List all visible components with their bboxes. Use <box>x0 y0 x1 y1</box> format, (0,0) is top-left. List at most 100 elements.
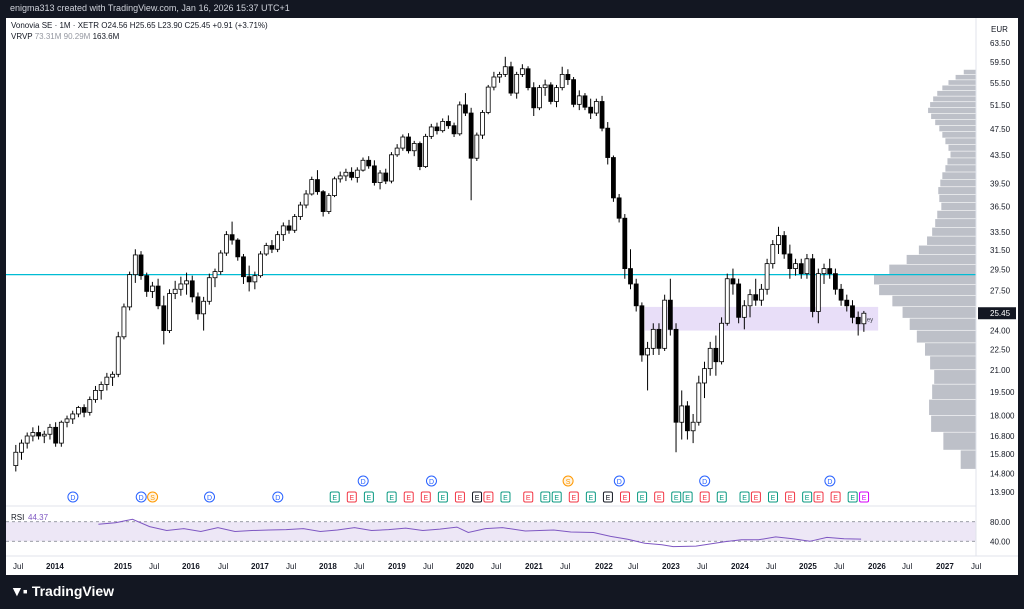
candle-up <box>423 135 429 167</box>
earnings-marker[interactable] <box>813 491 824 503</box>
volume-bin <box>943 432 976 450</box>
candle-down <box>161 305 167 331</box>
earnings-marker[interactable] <box>472 491 483 503</box>
candle-down <box>855 316 861 325</box>
event-marker-glyph: D <box>827 479 832 486</box>
candle-down <box>508 66 514 94</box>
earnings-marker[interactable] <box>716 491 727 503</box>
dividend-marker[interactable] <box>204 491 216 503</box>
earnings-marker[interactable] <box>437 491 448 503</box>
earnings-marker[interactable] <box>454 491 465 503</box>
candle-down <box>611 157 616 199</box>
price-axis[interactable]: EUR 63.50 59.50 55.50 51.50 47.50 43.50 39.50 3… <box>975 18 1016 556</box>
volume-bin <box>939 194 976 203</box>
dividend-marker[interactable] <box>425 475 437 487</box>
events-layer[interactable]: D D S D D DD D S D D E E E E E E E E E E E E E E E E E E E E E E E E E E E E E… <box>67 475 870 503</box>
candle-up <box>645 347 650 356</box>
earnings-marker[interactable] <box>750 491 761 503</box>
earnings-marker[interactable] <box>346 491 357 503</box>
price-tick-label: 29.50 <box>990 266 1011 275</box>
earnings-marker[interactable] <box>699 491 710 503</box>
earnings-marker[interactable] <box>637 491 648 503</box>
earnings-marker[interactable] <box>739 491 750 503</box>
dividend-marker[interactable] <box>272 491 284 503</box>
credit-text: enigma313 created with TradingView.com, … <box>10 3 290 13</box>
split-marker[interactable] <box>147 491 159 503</box>
symbol-legend[interactable]: Vonovia SE · 1M · XETR O24.56 H25.65 L23… <box>11 21 268 30</box>
candle-up <box>679 405 685 423</box>
candle-up <box>759 288 764 301</box>
volume-bin <box>930 356 976 370</box>
dividend-marker[interactable] <box>357 475 369 487</box>
candle-up <box>280 225 286 236</box>
earnings-marker[interactable] <box>386 491 397 503</box>
chart-area[interactable]: Vonovia SE · 1M · XETR O24.56 H25.65 L23… <box>6 18 1018 575</box>
volume-bin <box>935 119 976 126</box>
event-marker-glyph: E <box>742 495 747 502</box>
time-tick-label: Jul <box>971 562 981 571</box>
earnings-marker[interactable] <box>500 491 511 503</box>
volume-bin <box>892 295 976 307</box>
time-tick-label: 2026 <box>868 562 886 571</box>
candle-up <box>309 179 315 195</box>
earnings-marker[interactable] <box>523 491 534 503</box>
earnings-marker[interactable] <box>363 491 374 503</box>
candle-down <box>349 171 355 178</box>
key-zone[interactable] <box>644 306 879 331</box>
earnings-marker[interactable] <box>420 491 431 503</box>
dividend-marker[interactable] <box>824 475 836 487</box>
candle-down <box>605 127 611 158</box>
earnings-marker[interactable] <box>483 491 494 503</box>
earnings-marker[interactable] <box>802 491 813 503</box>
candle-up <box>821 268 827 275</box>
candle-up <box>394 147 400 156</box>
candle-down <box>286 225 292 231</box>
earnings-marker[interactable] <box>830 491 841 503</box>
candle-down <box>468 112 474 159</box>
vrvp-legend[interactable]: VRVP 73.31M 90.29M 163.6M <box>11 32 119 41</box>
earnings-marker[interactable] <box>859 491 870 503</box>
price-tick-label: 36.50 <box>990 203 1011 212</box>
earnings-marker[interactable] <box>403 491 414 503</box>
volume-bin <box>938 187 976 195</box>
price-tick-label: 33.50 <box>990 228 1011 237</box>
candle-down <box>195 296 201 315</box>
earnings-marker[interactable] <box>682 491 693 503</box>
earnings-marker[interactable] <box>540 491 551 503</box>
earnings-marker[interactable] <box>551 491 562 503</box>
dividend-marker[interactable] <box>135 491 147 503</box>
volume-bin <box>948 80 976 85</box>
earnings-marker[interactable] <box>585 491 596 503</box>
earnings-marker[interactable] <box>767 491 778 503</box>
candle-up <box>337 175 343 180</box>
time-tick-label: 2016 <box>182 562 200 571</box>
earnings-marker[interactable] <box>785 491 796 503</box>
earnings-marker[interactable] <box>329 491 340 503</box>
earnings-marker[interactable] <box>568 491 579 503</box>
time-tick-label: Jul <box>286 562 296 571</box>
candle-down <box>144 275 150 292</box>
currency-label: EUR <box>991 25 1008 34</box>
price-tick-label: 55.50 <box>990 79 1011 88</box>
candle-up <box>98 384 104 391</box>
earnings-marker[interactable] <box>847 491 858 503</box>
event-marker-glyph: E <box>754 495 759 502</box>
candle-down <box>138 254 144 277</box>
earnings-marker[interactable] <box>602 491 613 503</box>
dividend-marker[interactable] <box>67 491 79 503</box>
dividend-marker[interactable] <box>699 475 711 487</box>
chart-svg[interactable]: M Key DDSDDDDDSDDEEEEEEEEEEEEEEEEEEEEEEE… <box>6 18 1018 575</box>
split-marker[interactable] <box>562 475 574 487</box>
earnings-marker[interactable] <box>654 491 665 503</box>
earnings-marker[interactable] <box>671 491 682 503</box>
candle-down <box>622 217 628 269</box>
candle-up <box>13 451 19 466</box>
tradingview-logo[interactable]: ▼▪ TradingView <box>10 583 114 599</box>
candle-up <box>559 73 565 89</box>
earnings-marker[interactable] <box>620 491 631 503</box>
dividend-marker[interactable] <box>613 475 625 487</box>
candle-down <box>235 239 241 258</box>
candle-up <box>650 328 656 349</box>
candle-up <box>770 244 776 265</box>
time-axis[interactable]: Jul 2014 2015 Jul 2016 Jul 2017 Jul 2018 Jul 2019 J… <box>6 555 1018 571</box>
